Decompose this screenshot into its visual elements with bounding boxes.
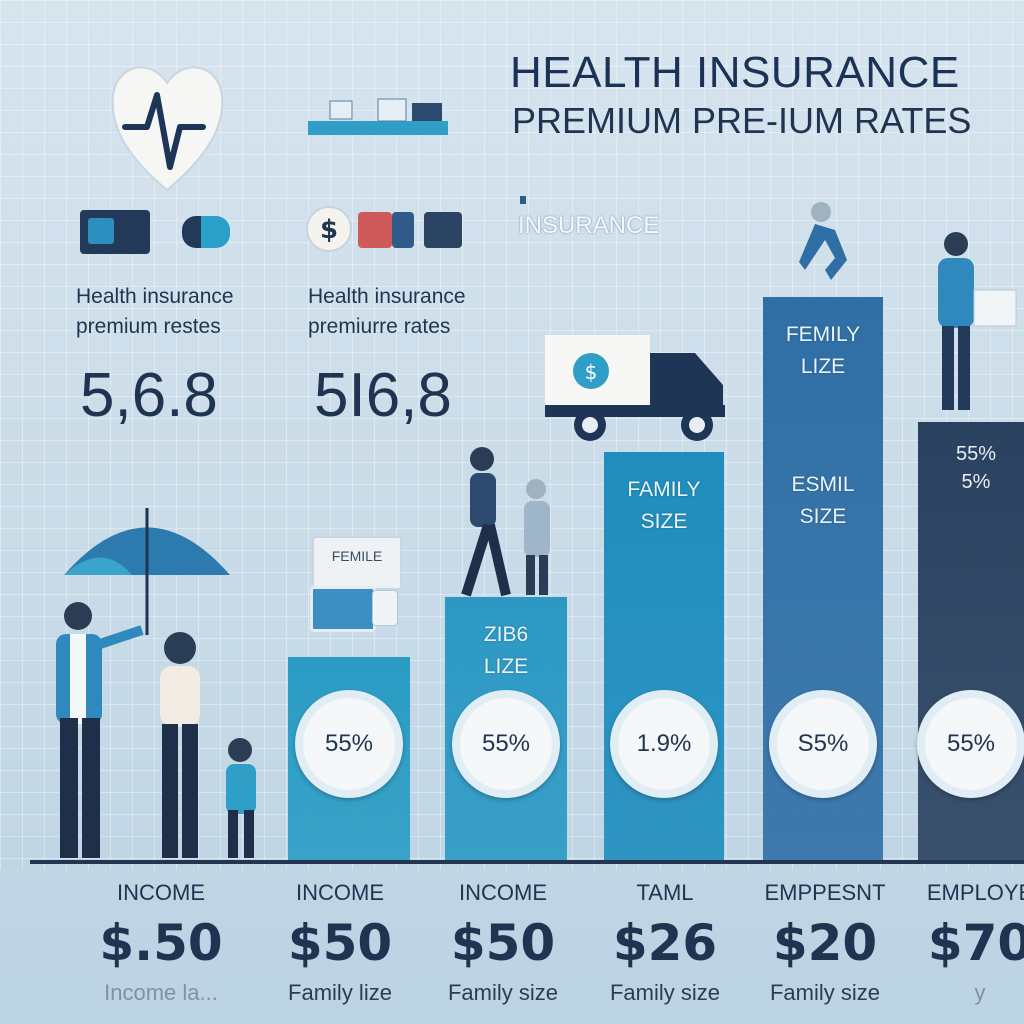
column-5-bottom: y [974,980,986,1005]
percent-ring-4: S5% [769,690,877,798]
stat-value-2: 5I6,8 [314,361,452,430]
column-3-bottom: Family size [609,980,720,1005]
column-left-amount: $.50 [99,914,223,972]
page-title: HEALTH INSURANCE [510,48,960,97]
column-left-top: INCOME [117,880,205,905]
bar-label-3: FAMILY SIZE [627,478,701,533]
column-5-top: EMPLOYE [926,880,1024,905]
bar-label-2: ZIB6 LIZE [483,623,529,678]
svg-text:$: $ [585,360,598,384]
percent-label-1: 55% [324,730,374,757]
percent-ring-1: 55% [295,690,403,798]
card-icon-red [358,212,392,248]
percent-label-5: 55% [946,730,996,757]
percent-ring-2: 55% [452,690,560,798]
column-2-bottom: Family size [447,980,558,1005]
id-icon [88,218,114,244]
bar-label-4: FEMILY LIZE [785,323,861,378]
column-1-amount: $50 [287,914,393,972]
percent-label-3: 1.9% [636,730,692,757]
doc-icon [372,590,398,626]
bar-label-lower-4: ESMIL SIZE [791,473,855,528]
umbrella-icon [64,508,230,635]
family-badge-text: FEMILE [331,548,383,564]
ground-line [30,860,1024,864]
worker-figure [938,232,1017,410]
percent-ring-3: 1.9% [610,690,718,798]
insurance-tag: INSURANCE [518,212,660,239]
column-3-amount: $26 [612,914,718,972]
tag-dot [520,196,526,204]
stat-label-1: Health insurance premium restes [76,285,234,338]
briefcase-icon [310,586,376,632]
top-percent-label: 55% 5% [936,440,1016,496]
family-badge: FEMILE [312,536,402,590]
top-percent-2: 5% [961,471,991,493]
column-3-top: TAML [636,880,694,905]
percent-label-2: 55% [481,730,531,757]
column-5-amount: $70 [927,914,1024,972]
building-icon [308,98,448,135]
card-icon-blue [392,212,414,248]
page-subtitle: PREMIUM PRE-IUM RATES [512,100,972,141]
card-icon-dark [424,212,462,248]
dollar-icon: $ [306,206,352,252]
column-2-top: INCOME [459,880,547,905]
column-4-amount: $20 [772,914,878,972]
parent-child-figure [461,447,550,597]
stat-label-2: Health insurance premiurre rates [308,285,466,338]
truck-icon: $ [545,335,725,441]
percent-label-4: S5% [797,730,849,757]
column-2-amount: $50 [450,914,556,972]
column-4-top: EMPPESNT [764,880,886,905]
column-1-bottom: Family lize [288,980,392,1005]
stat-value-1: 5,6.8 [80,361,218,430]
top-percent-1: 55% [955,443,997,465]
heart-icon [111,66,224,192]
column-4-bottom: Family size [769,980,880,1005]
column-1-top: INCOME [296,880,384,905]
globe-icon [182,216,230,248]
column-left-bottom: Income la... [104,980,218,1005]
percent-ring-5: 55% [917,690,1024,798]
svg-text:$: $ [320,215,338,245]
person-running-icon [799,202,847,280]
family-figures [56,602,256,858]
